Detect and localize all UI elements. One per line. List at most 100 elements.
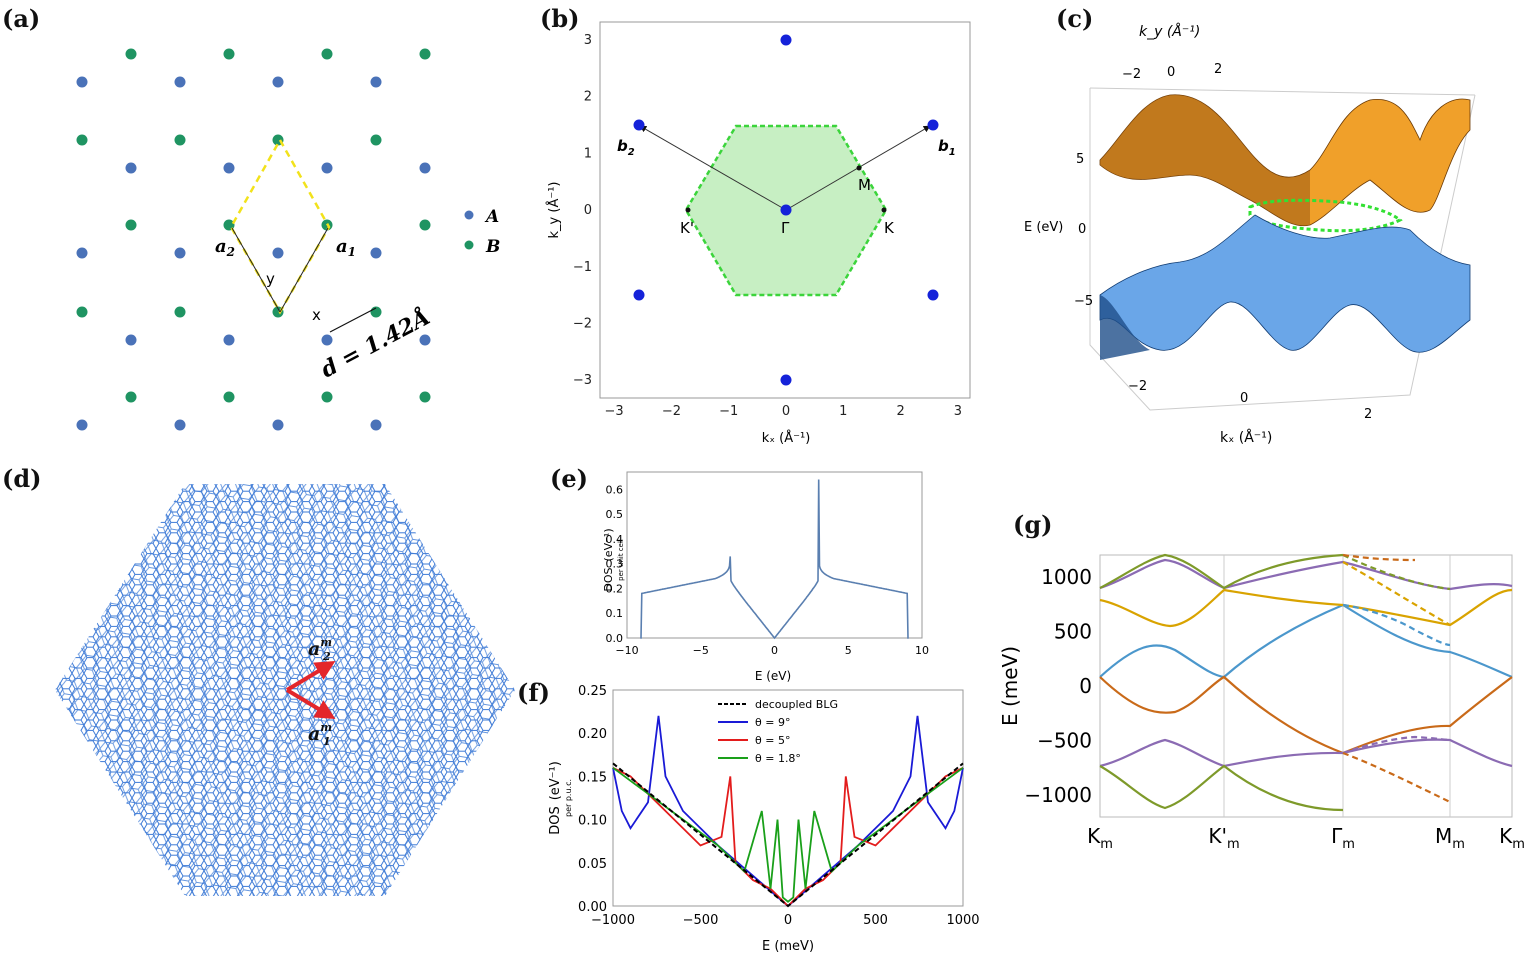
lattice-site xyxy=(370,247,382,259)
f-legend-label: θ = 1.8° xyxy=(755,752,801,765)
am2-vector xyxy=(285,660,336,692)
f-series-2 xyxy=(612,766,964,908)
lattice-site xyxy=(223,219,235,231)
lattice-site xyxy=(370,419,382,431)
g-ytick: 1000 xyxy=(1041,565,1092,589)
lattice-site xyxy=(76,76,88,88)
f-xlabel: E (meV) xyxy=(762,939,814,954)
a1-vector xyxy=(279,227,329,313)
f-xtick: 1000 xyxy=(946,913,979,928)
e-ytick: 0.6 xyxy=(606,483,624,496)
g-band-12 xyxy=(1342,553,1416,562)
f-legend-label: θ = 5° xyxy=(755,734,790,747)
f-ytick: 0.00 xyxy=(578,900,607,915)
b-xtick: −3 xyxy=(605,404,624,419)
c-e-tick: 5 xyxy=(1076,152,1084,167)
lattice-site xyxy=(321,162,333,174)
band-structure-3d: k_y (Å⁻¹) −2 0 2 kₓ (Å⁻¹) −2 0 2 E (eV) 5 0 −5 xyxy=(1024,23,1476,446)
panel-c-label: (c) xyxy=(1056,4,1094,33)
lattice-site xyxy=(125,162,137,174)
lattice-site xyxy=(370,134,382,146)
f-xtick: −1000 xyxy=(591,913,635,928)
b2-vector xyxy=(639,125,787,211)
am2-label: am 2 xyxy=(308,636,332,663)
am1-vector xyxy=(285,688,336,720)
panel-e-label: (e) xyxy=(550,464,588,493)
panel-f-label: (f) xyxy=(517,678,551,707)
e-xtick: −5 xyxy=(693,644,709,657)
panel-g: (g) 1000 500 0 −500 −1000 Km K'm Γm Mm Km E (meV… xyxy=(995,490,1525,955)
lattice-site xyxy=(125,48,137,60)
lattice-site xyxy=(125,334,137,346)
panel-a: (a) a2 a1 y x d = 1.42Å A B xyxy=(0,0,520,440)
b-xtick: 0 xyxy=(782,404,790,419)
g-xtick: Γm xyxy=(1331,824,1355,852)
f-xtick: 0 xyxy=(784,913,792,928)
lattice-site xyxy=(370,76,382,88)
moire-lattice: am 2 am 1 xyxy=(55,484,515,896)
g-xtick: Km xyxy=(1087,824,1113,852)
b-xlabel: kₓ (Å⁻¹) xyxy=(762,430,811,446)
gamma-label: Γ xyxy=(781,219,790,237)
lattice-site xyxy=(223,391,235,403)
panel-b: (b) −3 −2 −1 0 1 2 3 3 2 1 0 −1 −2 −3 Γ K K' M b1 b2… xyxy=(540,0,1000,450)
panel-e: (e) −10 −5 0 5 10 0.6 0.5 0.4 0.3 0.2 0.1 0.0 E (e… xyxy=(548,460,948,690)
unit-cell xyxy=(229,137,331,315)
c-ky-tick: 0 xyxy=(1167,65,1175,80)
b-xtick: −2 xyxy=(662,404,681,419)
lattice-site xyxy=(419,162,431,174)
e-xtick: 0 xyxy=(771,644,778,657)
f-series-0 xyxy=(612,762,964,908)
c-kx-tick: −2 xyxy=(1128,379,1147,394)
Kp-label: K' xyxy=(680,219,694,237)
dos-graphene-line xyxy=(640,479,909,640)
b-ytick: −2 xyxy=(573,317,592,332)
lattice-site xyxy=(76,247,88,259)
panel-f: (f) −1000 −500 0 500 1000 0.25 0.20 0.15 0.10 0.… xyxy=(515,672,985,955)
e-ylabel: DOS(eV⁻¹) xyxy=(602,528,615,591)
legend-B-label: B xyxy=(485,237,500,257)
e-ytick: 0.0 xyxy=(606,632,624,645)
g-band-9 xyxy=(1342,561,1451,626)
panel-b-label: (b) xyxy=(540,4,580,33)
c-e-tick: −5 xyxy=(1074,294,1093,309)
f-xtick: 500 xyxy=(863,913,888,928)
g-band-0 xyxy=(1099,603,1513,679)
lattice-site xyxy=(321,391,333,403)
g-band-4 xyxy=(1099,738,1513,768)
lattice-site xyxy=(223,334,235,346)
c-e-tick: 0 xyxy=(1078,222,1086,237)
g-ylabel: E (meV) xyxy=(998,646,1022,726)
lattice-site xyxy=(174,76,186,88)
lattice-site xyxy=(272,76,284,88)
g-band-11 xyxy=(1342,751,1451,803)
a2-vector xyxy=(231,227,281,313)
a2-label: a2 xyxy=(215,236,235,259)
lattice-site xyxy=(174,306,186,318)
lattice-site xyxy=(419,48,431,60)
b-ytick: −3 xyxy=(573,373,592,388)
b-xtick: −1 xyxy=(719,404,738,419)
g-xtick: K'm xyxy=(1208,824,1239,852)
g-xtick: Km xyxy=(1499,824,1525,852)
a1-label: a1 xyxy=(336,236,356,259)
g-band-1 xyxy=(1099,675,1513,755)
f-ytick: 0.25 xyxy=(578,684,607,699)
panel-c: (c) k_y (Å⁻¹) −2 0 2 kₓ (Å⁻¹) −2 0 2 E (eV) … xyxy=(1010,0,1525,460)
lattice-site xyxy=(174,419,186,431)
b-ytick: 0 xyxy=(584,203,592,218)
lattice-site xyxy=(419,391,431,403)
legend-A-marker xyxy=(464,210,474,220)
f-ytick: 0.10 xyxy=(578,814,607,829)
f-ytick: 0.20 xyxy=(578,727,607,742)
g-band-2 xyxy=(1099,588,1513,628)
lattice-site xyxy=(125,391,137,403)
lattice-site xyxy=(419,334,431,346)
e-xlabel: E (eV) xyxy=(755,669,791,683)
x-axis-label: x xyxy=(312,306,321,324)
lattice-site xyxy=(174,247,186,259)
g-band-6 xyxy=(1099,553,1344,590)
dos-graphene-plot: −10 −5 0 5 10 0.6 0.5 0.4 0.3 0.2 0.1 0.0 E (eV) D… xyxy=(602,471,929,683)
am1-label: am 1 xyxy=(308,721,332,748)
panel-d: (d) am 2 am 1 xyxy=(0,460,540,955)
